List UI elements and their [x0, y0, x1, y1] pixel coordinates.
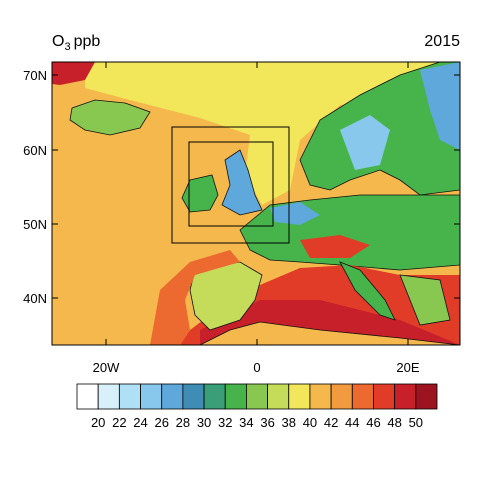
year-label: 2015	[424, 33, 460, 50]
colorbar-box	[97, 383, 120, 410]
greenland	[52, 62, 95, 85]
north-africa	[199, 321, 460, 345]
sweden-low	[340, 115, 390, 170]
lon-label: 20E	[396, 360, 419, 375]
colorbar-box	[394, 383, 417, 410]
title-species: O	[52, 33, 64, 50]
colorbar-label: 28	[176, 415, 190, 430]
colorbar-box	[140, 383, 163, 410]
lon-label: 20W	[93, 360, 120, 375]
colorbar-label: 40	[303, 415, 317, 430]
colorbar-box	[373, 383, 396, 410]
colorbar-label: 30	[197, 415, 211, 430]
lat-label: 50N	[23, 217, 47, 232]
colorbar-box	[351, 383, 374, 410]
colorbar-box	[182, 383, 205, 410]
colorbar-label: 20	[91, 415, 105, 430]
colorbar-box	[76, 383, 99, 410]
lat-label: 60N	[23, 143, 47, 158]
colorbar-label: 48	[387, 415, 401, 430]
inner-domain-box	[188, 141, 274, 227]
map-title: O3 ppb	[52, 33, 100, 53]
colorbar-label: 38	[282, 415, 296, 430]
colorbar-label: 26	[154, 415, 168, 430]
colorbar-box	[118, 383, 141, 410]
map-frame	[51, 61, 461, 346]
outer-domain-box	[171, 126, 290, 244]
colorbar-label: 32	[218, 415, 232, 430]
colorbar-box	[309, 383, 332, 410]
colorbar-box	[161, 383, 184, 410]
colorbar-label: 46	[366, 415, 380, 430]
italy	[339, 261, 396, 321]
colorbar-label: 44	[345, 415, 359, 430]
lat-label: 40N	[23, 291, 47, 306]
colorbar-label: 34	[239, 415, 253, 430]
lat-label: 70N	[23, 68, 47, 83]
ireland	[181, 174, 219, 213]
colorbar-label: 42	[324, 415, 338, 430]
title-subscript: 3	[64, 41, 70, 53]
axes: 70N 60N 50N 40N 20W 0 20E	[23, 62, 460, 375]
colorbar: 20 22 24 26 28 30 32 34 36 38 40 42 44 46 48 50	[76, 383, 438, 430]
lon-label: 0	[253, 360, 260, 375]
colorbar-box	[267, 383, 290, 410]
colorbar-label: 36	[260, 415, 274, 430]
colorbar-box	[224, 383, 247, 410]
colorbar-label: 24	[133, 415, 147, 430]
alps	[300, 235, 370, 258]
iberia	[189, 261, 263, 331]
colorbar-box	[415, 383, 438, 410]
colorbar-box	[246, 383, 268, 410]
balkans	[399, 274, 451, 326]
britain	[221, 149, 263, 216]
title-unit: ppb	[74, 33, 101, 50]
iceland	[69, 99, 151, 136]
colorbar-label: 22	[112, 415, 126, 430]
atlantic-southwest	[150, 250, 240, 345]
colorbar-box	[203, 383, 226, 410]
ozone-field	[52, 62, 460, 345]
colorbar-label: 50	[409, 415, 423, 430]
finland-low	[420, 62, 460, 150]
colorbar-box	[330, 383, 353, 410]
colorbar-box	[288, 383, 311, 410]
benelux-low	[270, 202, 320, 225]
